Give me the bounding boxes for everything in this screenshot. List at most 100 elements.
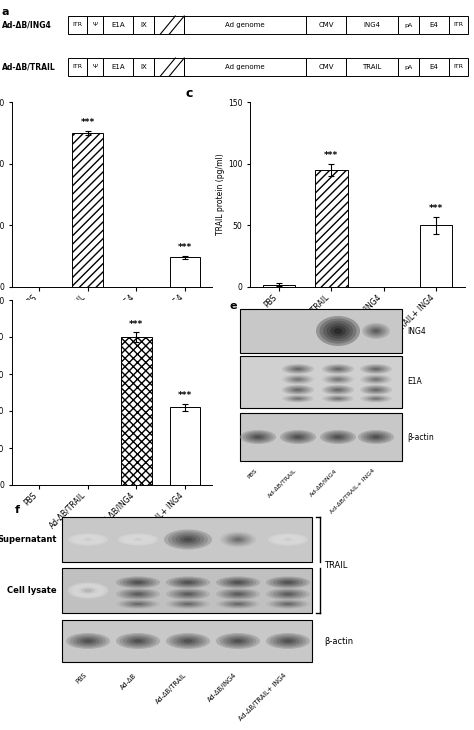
Ellipse shape — [274, 535, 301, 544]
Ellipse shape — [362, 323, 390, 339]
Ellipse shape — [230, 580, 246, 585]
Ellipse shape — [78, 586, 99, 595]
Text: Ad-ΔB/ING4: Ad-ΔB/ING4 — [2, 20, 52, 29]
Ellipse shape — [170, 589, 207, 599]
Ellipse shape — [234, 581, 242, 583]
Ellipse shape — [273, 590, 303, 598]
Text: ITR: ITR — [454, 23, 464, 28]
Ellipse shape — [123, 601, 153, 607]
Ellipse shape — [276, 591, 300, 597]
Ellipse shape — [240, 430, 276, 444]
Ellipse shape — [176, 637, 200, 645]
Ellipse shape — [127, 602, 149, 607]
Ellipse shape — [365, 366, 387, 372]
Bar — [240, 356, 402, 408]
Bar — [62, 517, 312, 562]
Ellipse shape — [127, 591, 149, 597]
Bar — [240, 413, 402, 461]
Ellipse shape — [334, 436, 342, 439]
Ellipse shape — [246, 432, 270, 442]
Text: e: e — [230, 301, 237, 311]
Text: c: c — [185, 87, 193, 100]
Ellipse shape — [123, 636, 153, 647]
Bar — [62, 568, 312, 613]
Ellipse shape — [286, 432, 310, 442]
Ellipse shape — [227, 602, 249, 607]
Text: f: f — [15, 505, 20, 515]
Ellipse shape — [358, 430, 394, 444]
Text: Ad-ΔB/TRAIL+ ING4: Ad-ΔB/TRAIL+ ING4 — [238, 672, 288, 722]
Ellipse shape — [360, 364, 392, 374]
Ellipse shape — [335, 389, 341, 391]
Ellipse shape — [373, 368, 379, 370]
Ellipse shape — [216, 633, 260, 649]
Ellipse shape — [292, 388, 304, 391]
Text: Ad genome: Ad genome — [225, 64, 265, 70]
Ellipse shape — [234, 639, 242, 642]
Text: E1A: E1A — [111, 22, 125, 28]
Text: ITR: ITR — [73, 64, 82, 69]
Ellipse shape — [365, 376, 387, 383]
Bar — [87, 58, 103, 76]
Ellipse shape — [287, 366, 309, 372]
Ellipse shape — [330, 387, 346, 393]
Ellipse shape — [130, 592, 146, 596]
Ellipse shape — [81, 537, 95, 542]
Ellipse shape — [292, 434, 304, 439]
Ellipse shape — [287, 386, 309, 393]
Ellipse shape — [220, 531, 256, 548]
Ellipse shape — [180, 638, 196, 644]
Ellipse shape — [361, 431, 391, 443]
Ellipse shape — [166, 588, 210, 600]
Ellipse shape — [280, 430, 316, 444]
Bar — [398, 16, 419, 34]
Ellipse shape — [266, 577, 310, 588]
Ellipse shape — [284, 365, 311, 373]
Ellipse shape — [118, 534, 158, 545]
Text: Ad-ΔB/TRAIL+ ING4: Ad-ΔB/TRAIL+ ING4 — [329, 468, 376, 515]
Ellipse shape — [130, 580, 146, 585]
Text: Ad-ΔB/TRAIL: Ad-ΔB/TRAIL — [155, 672, 188, 705]
Ellipse shape — [325, 365, 351, 373]
Ellipse shape — [116, 633, 160, 649]
Ellipse shape — [273, 601, 303, 607]
Ellipse shape — [290, 396, 306, 401]
Ellipse shape — [335, 368, 341, 370]
Ellipse shape — [74, 585, 101, 596]
Ellipse shape — [276, 602, 300, 607]
Text: ***: *** — [81, 118, 95, 127]
Ellipse shape — [124, 535, 152, 544]
Bar — [170, 258, 201, 287]
Ellipse shape — [283, 431, 313, 443]
Ellipse shape — [84, 589, 92, 592]
Ellipse shape — [230, 638, 246, 644]
Ellipse shape — [360, 374, 392, 385]
Ellipse shape — [271, 534, 305, 545]
Ellipse shape — [289, 434, 307, 441]
Text: Ad-ΔB/TRAIL: Ad-ΔB/TRAIL — [2, 63, 56, 72]
Ellipse shape — [280, 592, 296, 596]
Ellipse shape — [282, 395, 314, 403]
Ellipse shape — [231, 537, 245, 542]
Ellipse shape — [173, 578, 203, 586]
Text: Supernatant: Supernatant — [0, 535, 57, 544]
Ellipse shape — [360, 385, 392, 395]
Ellipse shape — [319, 318, 356, 344]
Text: a: a — [2, 7, 9, 17]
Text: Ad genome: Ad genome — [225, 22, 265, 28]
Text: Cell lysate: Cell lysate — [8, 586, 57, 595]
Bar — [103, 58, 133, 76]
Ellipse shape — [270, 634, 307, 648]
Text: β-actin: β-actin — [324, 637, 353, 645]
Ellipse shape — [183, 603, 192, 605]
Ellipse shape — [255, 436, 262, 439]
Text: E1A: E1A — [407, 377, 422, 386]
Text: CMV: CMV — [319, 22, 334, 28]
Text: CMV: CMV — [319, 64, 334, 70]
Ellipse shape — [364, 432, 388, 442]
Ellipse shape — [183, 593, 192, 595]
Ellipse shape — [216, 599, 260, 609]
Ellipse shape — [234, 593, 242, 595]
Ellipse shape — [173, 601, 203, 607]
Text: Ad-ΔB/ING4: Ad-ΔB/ING4 — [309, 468, 338, 497]
